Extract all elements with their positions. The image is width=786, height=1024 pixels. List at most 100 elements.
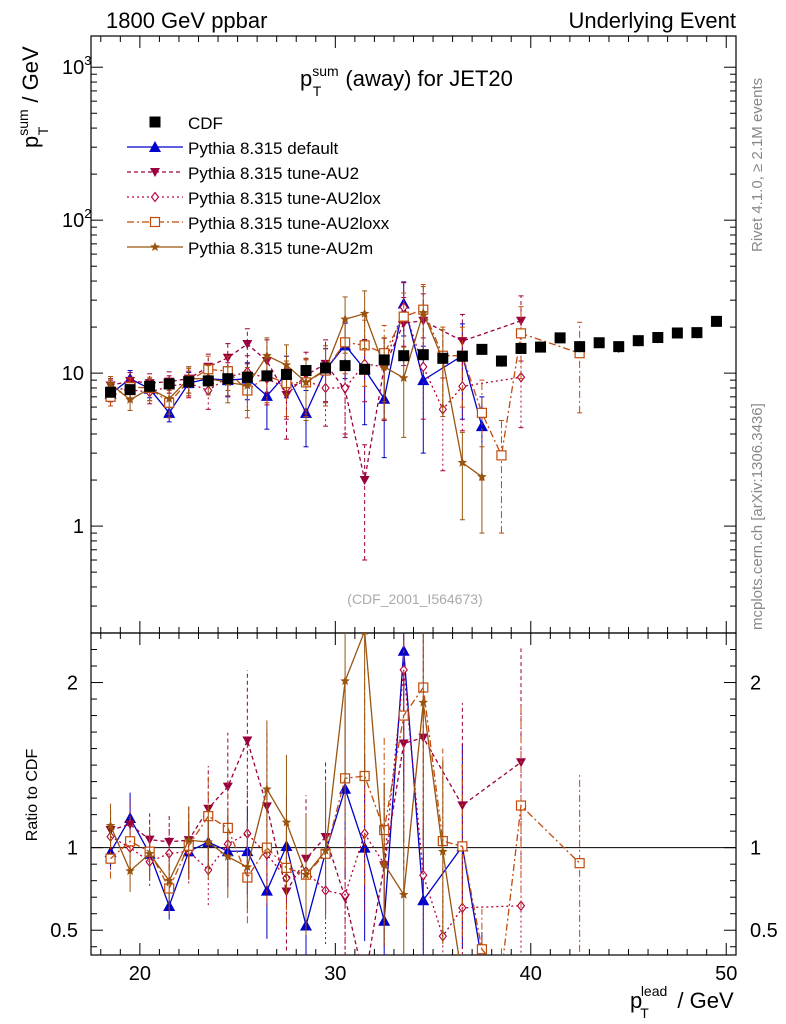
series-au2loxx-point xyxy=(496,450,507,461)
cdf-point xyxy=(710,315,722,327)
legend: CDF Pythia 8.315 default Pythia 8.315 tune… xyxy=(127,114,390,258)
series-au2m-ratio-line xyxy=(109,633,460,955)
cdf-point xyxy=(613,341,625,353)
ratio-tick-label-right: 1 xyxy=(750,838,761,860)
series-au2m-point xyxy=(340,314,350,324)
legend-item-default: Pythia 8.315 default xyxy=(127,139,339,158)
cdf-point xyxy=(535,341,547,353)
series-au2m-point xyxy=(262,350,272,360)
cdf-point xyxy=(202,375,214,387)
legend-marker-default xyxy=(149,141,161,152)
ratio-tick-label: 0.5 xyxy=(50,920,78,942)
x-tick-label: 50 xyxy=(715,963,737,985)
series-au2-ratio-line xyxy=(110,736,522,955)
series-au2m-ratio-point xyxy=(418,697,428,707)
legend-item-cdf: CDF xyxy=(149,114,223,133)
ylabel-sup: sum xyxy=(15,109,31,135)
cdf-point xyxy=(554,332,566,344)
series-au2m-point xyxy=(105,378,116,388)
cdf-point xyxy=(671,327,683,339)
series-au2m-ratio-point xyxy=(105,820,116,830)
legend-label-au2lox: Pythia 8.315 tune-AU2lox xyxy=(188,189,381,208)
cdf-point xyxy=(144,380,156,392)
y-tick-label: 10 xyxy=(62,363,84,385)
cdf-point xyxy=(339,360,351,372)
xlabel-sub: T xyxy=(640,1005,649,1021)
cdf-point xyxy=(261,370,273,382)
series-au2-ratio-point xyxy=(242,736,253,746)
y-tick-label: 103 xyxy=(62,53,91,79)
legend-item-au2loxx: Pythia 8.315 tune-AU2loxx xyxy=(127,214,390,233)
cdf-point xyxy=(456,350,468,362)
cdf-point xyxy=(398,350,410,362)
series-default-point xyxy=(260,389,273,401)
mcplots-label: mcplots.cern.ch [arXiv:1306.3436] xyxy=(749,403,766,630)
series-au2m-point xyxy=(379,361,389,371)
y-tick-label: 1 xyxy=(73,516,84,538)
series-au2loxx-point xyxy=(476,407,488,418)
legend-marker-cdf xyxy=(149,116,161,128)
legend-label-default: Pythia 8.315 default xyxy=(188,139,339,158)
cdf-point xyxy=(105,386,117,398)
ratio-y-axis-label: Ratio to CDF xyxy=(24,749,41,842)
legend-item-au2lox: Pythia 8.315 tune-AU2lox xyxy=(127,189,381,208)
cdf-point xyxy=(241,371,253,383)
header-right: Underlying Event xyxy=(568,8,736,33)
series-au2loxx-point xyxy=(515,328,527,339)
series-default-point xyxy=(417,374,430,386)
series-au2loxx-line xyxy=(110,308,580,458)
cdf-point xyxy=(417,349,429,361)
series-au2m-point xyxy=(399,373,409,382)
series-au2-point xyxy=(359,476,370,486)
title-rest: (away) for JET20 xyxy=(339,66,513,91)
cdf-point xyxy=(495,355,507,367)
cdf-point xyxy=(476,343,488,355)
series-au2m-ratio-point xyxy=(477,984,487,993)
legend-item-au2m: Pythia 8.315 tune-AU2m xyxy=(127,239,373,258)
cdf-point xyxy=(652,331,664,343)
series-au2m-line xyxy=(110,310,483,478)
ylabel-main: p xyxy=(18,136,43,148)
cdf-point xyxy=(515,342,527,354)
cdf-point xyxy=(437,352,449,364)
title-sup: sum xyxy=(312,63,338,79)
main-series-group xyxy=(104,281,722,561)
series-au2-ratio-point xyxy=(360,978,370,987)
legend-label-au2: Pythia 8.315 tune-AU2 xyxy=(188,164,359,183)
series-au2m-point xyxy=(359,308,370,318)
x-axis-label: pTlead / GeV xyxy=(630,983,734,1021)
series-au2lox-point xyxy=(419,361,428,373)
cdf-point xyxy=(593,337,605,349)
x-tick-label: 40 xyxy=(520,963,542,985)
series-au2m-point xyxy=(242,380,253,390)
title-main: p xyxy=(300,66,312,91)
legend-item-au2: Pythia 8.315 tune-AU2 xyxy=(127,164,359,183)
legend-marker-au2lox xyxy=(150,191,160,203)
xlabel-sup: lead xyxy=(641,983,667,999)
cdf-point xyxy=(183,376,195,388)
series-au2m-point xyxy=(477,471,487,481)
analysis-watermark: (CDF_2001_I564673) xyxy=(347,591,482,607)
legend-label-au2loxx: Pythia 8.315 tune-AU2loxx xyxy=(188,214,390,233)
series-default-point xyxy=(475,420,488,432)
cdf-point xyxy=(280,368,292,380)
series-au2m-point xyxy=(301,377,311,387)
series-au2m-point xyxy=(164,393,174,403)
series-default-ratio-line xyxy=(109,650,482,955)
cdf-point xyxy=(632,335,644,347)
ylabel-sub: T xyxy=(35,126,51,135)
cdf-point xyxy=(320,362,332,374)
rivet-label: Rivet 4.1.0, ≥ 2.1M events xyxy=(749,78,766,252)
series-au2m-point xyxy=(125,394,135,404)
series-au2m-point xyxy=(281,360,292,370)
ratio-series-group xyxy=(104,633,585,993)
y-axis-label: psum T / GeV xyxy=(15,46,51,148)
chart-title: psum T (away) for JET20 xyxy=(300,63,513,99)
y-tick-label: 102 xyxy=(62,206,91,232)
axes-group: 20 30 40 50 1 10 102 103 0.5 0.5 1 1 2 2 xyxy=(50,36,778,985)
series-au2-point xyxy=(516,316,526,326)
series-au2loxx-ratio-point xyxy=(497,968,506,977)
series-au2loxx-point xyxy=(398,311,409,322)
cdf-point xyxy=(574,341,586,353)
